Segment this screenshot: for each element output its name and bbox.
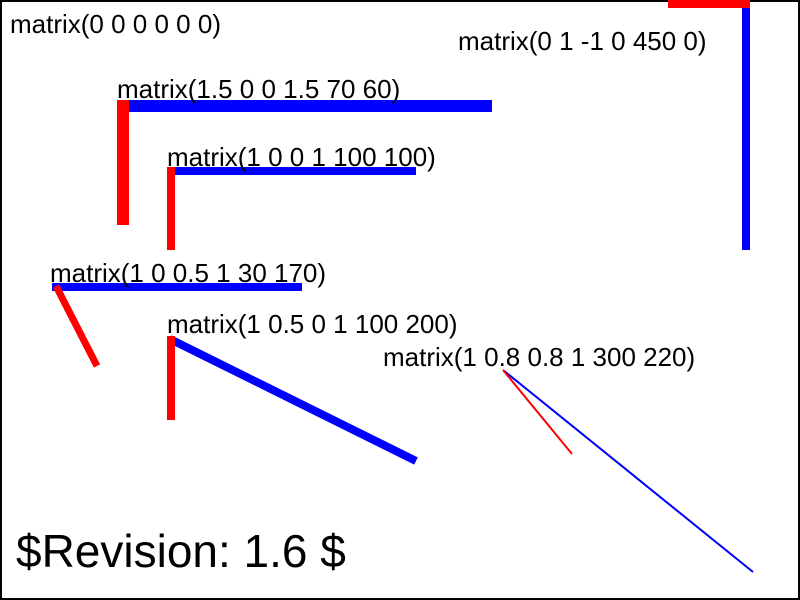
- transform-group-skew-xy: matrix(1 0.8 0.8 1 300 220): [383, 342, 754, 573]
- transform-group-rotate: matrix(0 1 -1 0 450 0): [458, 0, 750, 250]
- transform-group-zero: matrix(0 0 0 0 0 0): [10, 9, 221, 39]
- y-axis-line: [52, 284, 101, 368]
- transform-label-translate: matrix(1 0 0 1 100 100): [167, 142, 436, 172]
- transform-label-skew-x: matrix(1 0 0.5 1 30 170): [50, 258, 326, 288]
- transform-group-scale: matrix(1.5 0 0 1.5 70 60): [117, 74, 492, 225]
- y-axis-line: [502, 369, 573, 455]
- transform-group-skew-x: matrix(1 0 0.5 1 30 170): [50, 258, 326, 368]
- transform-label-skew-y: matrix(1 0.5 0 1 100 200): [167, 309, 458, 339]
- transform-label-rotate: matrix(0 1 -1 0 450 0): [458, 26, 707, 56]
- transform-group-translate: matrix(1 0 0 1 100 100): [167, 142, 436, 250]
- transform-label-skew-xy: matrix(1 0.8 0.8 1 300 220): [383, 342, 695, 372]
- x-axis-line: [502, 369, 754, 573]
- revision-label: $Revision: 1.6 $: [16, 525, 346, 577]
- x-axis-line: [168, 335, 418, 465]
- transform-label-zero: matrix(0 0 0 0 0 0): [10, 9, 221, 39]
- transform-label-scale: matrix(1.5 0 0 1.5 70 60): [117, 74, 400, 104]
- transform-group-skew-y: matrix(1 0.5 0 1 100 200): [167, 309, 458, 465]
